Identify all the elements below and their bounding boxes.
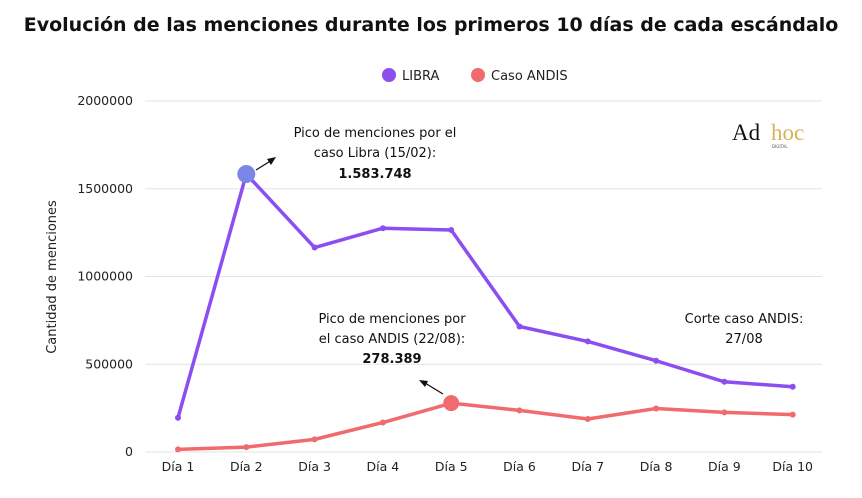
y-tick-label: 500000 [85,356,133,371]
logo-hoc: hoc [771,120,804,145]
y-tick-label: 2000000 [77,93,133,108]
annotation-andis-value: 278.389 [362,352,421,367]
y-tick-label: 1500000 [77,181,133,196]
x-tick-label: Día 6 [503,459,536,474]
series-lines [176,172,795,452]
data-point-andis [379,419,386,426]
data-point-andis [584,416,591,423]
x-tick-label: Día 9 [708,459,741,474]
y-axis-label: Cantidad de menciones [45,200,60,354]
data-point-libra [653,357,660,364]
x-tick-label: Día 5 [435,459,468,474]
data-point-libra [448,226,455,233]
data-point-libra [516,323,523,330]
data-point-andis [516,407,523,414]
adhoc-logo: Ad hoc DIGITAL [732,120,804,149]
annotation-libra-arrowhead [267,157,276,165]
annotation-andis-line-2: el caso ANDIS (22/08): [319,332,466,347]
annotation-libra-line-1: Pico de menciones por el [294,126,457,141]
data-point-libra [789,383,796,390]
annotation-libra-line-2: caso Libra (15/02): [314,146,437,161]
andis-peak-marker [443,395,460,412]
y-tick-label: 1000000 [77,269,133,284]
logo-ad: Ad [732,120,761,145]
annotation-andis-arrowhead [419,380,428,387]
y-axis-ticks: 0 500000 1000000 1500000 2000000 [77,93,133,459]
x-tick-label: Día 3 [298,459,331,474]
x-tick-label: Día 7 [571,459,604,474]
logo-sub: DIGITAL [772,144,788,149]
data-point-andis [721,409,728,416]
series-line-andis [176,401,795,452]
data-point-andis [653,405,660,412]
data-point-libra [721,378,728,385]
legend-label-andis: Caso ANDIS [491,69,568,84]
chart-title: Evolución de las menciones durante los p… [23,14,839,36]
data-point-andis [789,411,796,418]
data-point-libra [584,338,591,345]
x-tick-label: Día 1 [162,459,195,474]
legend: LIBRA Caso ANDIS [382,68,568,84]
x-axis-ticks: Día 1 Día 2 Día 3 Día 4 Día 5 Día 6 Día 7 Día 8… [162,459,813,474]
data-point-libra [175,414,181,421]
data-point-libra [311,244,318,251]
data-point-libra [379,225,386,232]
y-tick-label: 0 [125,444,133,459]
x-tick-label: Día 2 [230,459,263,474]
annotation-cutoff: Corte caso ANDIS: 27/08 [685,312,804,347]
series-points [175,165,796,453]
x-tick-label: Día 4 [367,459,400,474]
legend-marker-andis [471,68,485,82]
legend-marker-libra [382,68,396,82]
annotation-cutoff-line-1: Corte caso ANDIS: [685,312,804,327]
legend-label-libra: LIBRA [402,69,440,84]
annotation-andis-line-1: Pico de menciones por [318,312,466,327]
annotation-libra-peak: Pico de menciones por el caso Libra (15/… [255,126,457,182]
annotation-andis-arrow [424,382,444,395]
series-line-libra [176,172,795,420]
annotation-andis-peak: Pico de menciones por el caso ANDIS (22/… [318,312,466,395]
annotation-libra-value: 1.583.748 [338,167,411,182]
data-point-andis [243,444,250,451]
libra-peak-marker [237,165,256,184]
annotation-cutoff-line-2: 27/08 [725,332,762,347]
data-point-andis [175,446,181,453]
x-tick-label: Día 8 [640,459,673,474]
data-point-andis [311,436,318,443]
x-tick-label: Día 10 [772,459,813,474]
